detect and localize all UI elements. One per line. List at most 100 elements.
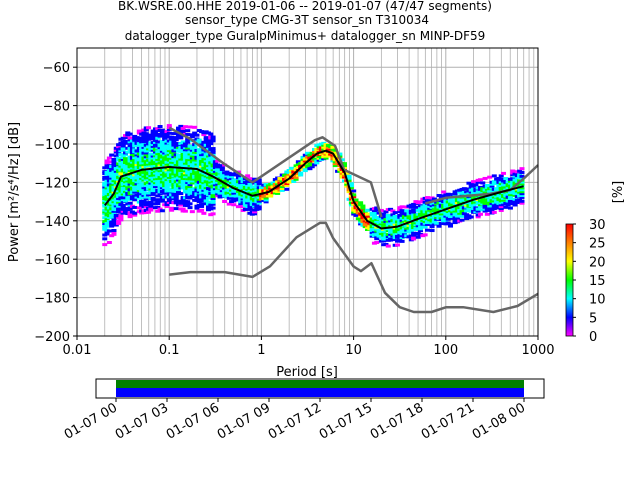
density-cell: [431, 197, 437, 201]
density-cell: [215, 167, 221, 171]
density-cell: [286, 178, 292, 182]
density-cell: [210, 196, 216, 200]
density-cell: [346, 180, 352, 184]
density-cell: [159, 176, 165, 180]
density-cell: [360, 204, 366, 208]
density-cell: [118, 218, 124, 222]
density-cell: [199, 208, 205, 212]
density-cell: [507, 206, 513, 210]
density-cell: [164, 130, 170, 134]
noise-model-lines: [104, 126, 539, 314]
density-cell: [351, 193, 357, 197]
density-cell: [256, 178, 262, 182]
density-cell: [219, 166, 225, 170]
density-cell: [148, 135, 154, 139]
density-cell: [344, 173, 350, 177]
density-cell: [399, 205, 405, 209]
density-cell: [332, 150, 338, 154]
density-cell: [210, 158, 216, 162]
density-cell: [210, 193, 216, 197]
density-cell: [388, 215, 394, 219]
density-cell: [360, 206, 366, 210]
density-cell: [388, 238, 394, 242]
density-cell: [148, 204, 154, 208]
density-cell: [143, 143, 149, 147]
density-cell: [293, 175, 299, 179]
density-cell: [143, 132, 149, 136]
density-cell: [519, 201, 525, 205]
density-cell: [390, 209, 396, 213]
density-cell: [288, 166, 294, 170]
density-cell: [155, 209, 161, 213]
density-cell: [143, 157, 149, 161]
density-cell: [106, 160, 112, 164]
density-cell: [120, 203, 126, 207]
density-cell: [489, 184, 495, 188]
density-cell: [152, 131, 158, 135]
plot-frame: [76, 47, 539, 337]
density-cell: [157, 125, 163, 129]
density-cell: [411, 235, 417, 239]
density-cell: [155, 132, 161, 136]
density-cell: [210, 198, 216, 202]
density-cell: [392, 214, 398, 218]
density-cell: [155, 159, 161, 163]
density-cell: [162, 153, 168, 157]
density-cell: [150, 196, 156, 200]
density-cell: [178, 136, 184, 140]
density-cell: [365, 208, 371, 212]
density-cell: [102, 243, 108, 247]
colorbar-tick-label: 15: [589, 274, 606, 289]
density-cell: [116, 187, 122, 191]
density-cell: [118, 214, 124, 218]
density-cell: [127, 213, 133, 217]
density-cell: [192, 125, 198, 129]
density-cell: [422, 225, 428, 229]
density-cell: [235, 174, 241, 178]
density-cell: [344, 171, 350, 175]
density-cell: [498, 208, 504, 212]
density-cell: [388, 207, 394, 211]
density-cell: [141, 190, 147, 194]
density-cell: [295, 169, 301, 173]
density-cell: [164, 181, 170, 185]
density-cell: [256, 205, 262, 209]
density-cell: [208, 142, 214, 146]
density-cell: [146, 193, 152, 197]
time-tick-label: 01-07 12: [266, 400, 324, 442]
density-cell: [438, 212, 444, 216]
density-cell: [141, 142, 147, 146]
density-cell: [501, 198, 507, 202]
density-cell: [120, 148, 126, 152]
density-cell: [452, 194, 458, 198]
density-cell: [148, 208, 154, 212]
colorbar-tick-label: 20: [589, 255, 606, 270]
density-cell: [159, 190, 165, 194]
density-cell: [205, 144, 211, 148]
density-cell: [263, 200, 269, 204]
density-cell: [374, 241, 380, 245]
density-cell: [180, 207, 186, 211]
density-cell: [189, 210, 195, 214]
density-cell: [194, 177, 200, 181]
density-cell: [178, 170, 184, 174]
density-cell: [314, 161, 320, 165]
density-cell: [374, 206, 380, 210]
density-cell: [169, 208, 175, 212]
density-cell: [448, 214, 454, 218]
x-tick-label: 0.01: [63, 343, 92, 358]
density-cell: [189, 135, 195, 139]
density-cell: [171, 143, 177, 147]
density-cell: [210, 200, 216, 204]
density-cell: [148, 200, 154, 204]
colorbar: [%] 0 5 10 15 20 25 30: [565, 181, 626, 345]
density-cell: [155, 136, 161, 140]
density-cell: [150, 160, 156, 164]
density-cell: [178, 134, 184, 138]
density-cell: [519, 195, 525, 199]
density-cell: [164, 185, 170, 189]
colorbar-tick-label: 10: [589, 293, 606, 308]
density-cell: [148, 170, 154, 174]
density-cell: [448, 216, 454, 220]
